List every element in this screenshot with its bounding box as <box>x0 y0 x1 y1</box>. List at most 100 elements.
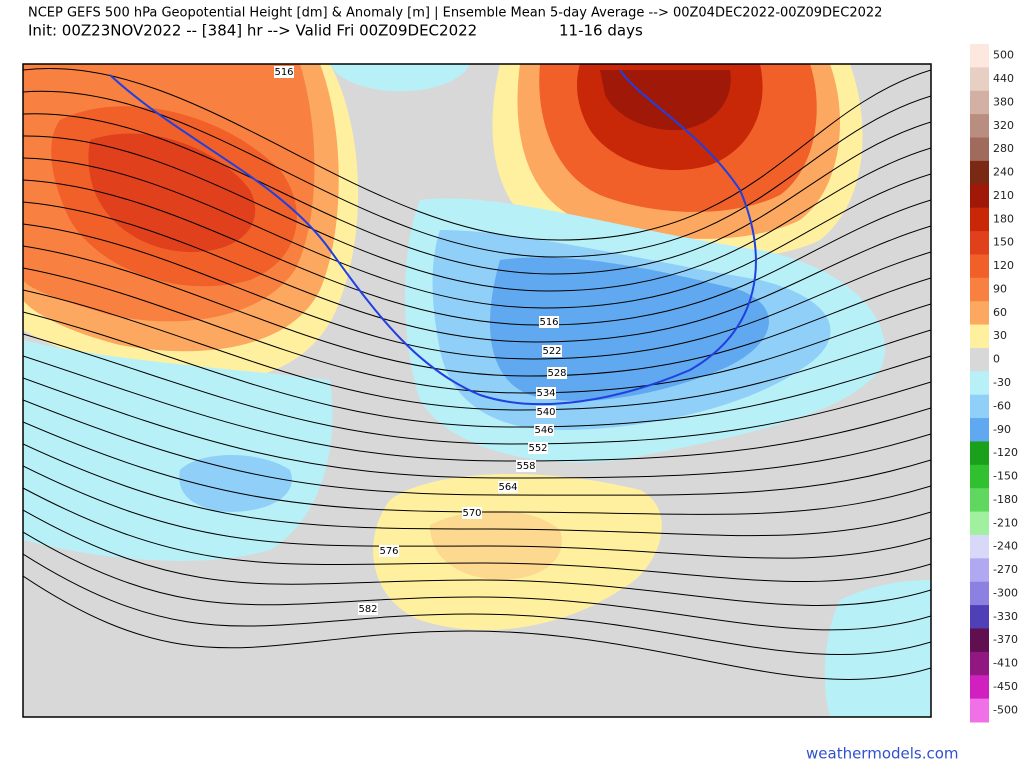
colorbar-label: -370 <box>993 633 1018 646</box>
contour-line <box>23 377 931 479</box>
colorbar-label: -90 <box>993 423 1011 436</box>
anomaly-positive <box>88 133 256 252</box>
map-frame <box>22 63 932 718</box>
contour-label-box <box>528 442 548 454</box>
colorbar-label: -450 <box>993 680 1018 693</box>
climatology-contour <box>109 69 757 406</box>
contour-label: 540 <box>536 407 555 418</box>
contour-label-box <box>462 507 482 519</box>
colorbar-swatch <box>970 394 989 419</box>
colorbar-swatch <box>970 184 989 209</box>
colorbar: 500 440 380 320 280 240 210 180 150 120 90 60 30 0 -30… <box>970 44 1018 723</box>
contour-line <box>23 68 931 241</box>
colorbar-label: 380 <box>993 95 1014 108</box>
contour-label: 570 <box>462 508 481 519</box>
colorbar-label: 60 <box>993 306 1007 319</box>
colorbar-swatch <box>970 534 989 559</box>
contour-label-box <box>536 406 556 418</box>
colorbar-swatch <box>970 137 989 162</box>
colorbar-swatch <box>970 441 989 466</box>
contour-label-box <box>516 460 536 472</box>
subtitle: Init: 00Z23NOV2022 -- [384] hr --> Valid… <box>28 22 477 40</box>
colorbar-label: -300 <box>993 586 1018 599</box>
contour-line <box>23 531 931 631</box>
contour-line <box>23 311 931 428</box>
map: 516 516 522 528 534 540 546 552 558 564 570 576 582 <box>23 64 931 717</box>
contour-label: 516 <box>274 67 293 78</box>
contour-line <box>23 245 931 377</box>
contour-label: 546 <box>534 425 553 436</box>
colorbar-label: -410 <box>993 657 1018 670</box>
colorbar-swatch <box>970 581 989 606</box>
contour-label-box <box>358 603 378 615</box>
colorbar-swatch <box>970 651 989 676</box>
contour-line <box>23 509 931 606</box>
contour-label-box <box>539 316 559 328</box>
contour-label: 522 <box>542 346 561 357</box>
contour-line <box>23 443 931 537</box>
contour-label: 558 <box>516 461 535 472</box>
contour-line <box>23 223 931 360</box>
colorbar-swatch <box>970 160 989 185</box>
colorbar-swatch <box>970 418 989 442</box>
colorbar-swatch <box>970 628 989 653</box>
contour-label-box <box>536 387 556 399</box>
colorbar-label: 320 <box>993 119 1014 132</box>
contour-line <box>23 201 931 343</box>
colorbar-swatch <box>970 44 989 68</box>
colorbar-label: -60 <box>993 399 1011 412</box>
title: NCEP GEFS 500 hPa Geopotential Height [d… <box>28 6 882 21</box>
colorbar-label: 120 <box>993 259 1014 272</box>
contour-label: 552 <box>528 443 547 454</box>
colorbar-swatch <box>970 114 989 139</box>
contour-line <box>23 267 931 394</box>
colorbar-label: 280 <box>993 142 1014 155</box>
contour-label-box <box>498 481 518 493</box>
contour-label: 576 <box>379 546 398 557</box>
colorbar-label: -330 <box>993 610 1018 623</box>
colorbar-label: -30 <box>993 376 1011 389</box>
colorbar-label: 210 <box>993 189 1014 202</box>
contour-line <box>23 553 931 656</box>
contour-line <box>23 487 931 583</box>
contour-label-box <box>547 367 567 379</box>
colorbar-label: 500 <box>993 49 1014 62</box>
contour-line <box>23 135 931 292</box>
contour-line <box>23 289 931 411</box>
contour-line <box>23 399 931 496</box>
colorbar-swatch <box>970 464 989 489</box>
contour-label: 528 <box>547 368 566 379</box>
contour-label-box <box>379 545 399 557</box>
contour-line <box>23 90 931 258</box>
contour-line <box>23 421 931 515</box>
anomaly-negative <box>330 64 470 92</box>
colorbar-label: -500 <box>993 703 1018 716</box>
contour-line <box>23 575 931 680</box>
colorbar-label: 150 <box>993 236 1014 249</box>
contour-label: 534 <box>536 388 555 399</box>
contour-label: 564 <box>498 482 517 493</box>
colorbar-label: -180 <box>993 493 1018 506</box>
colorbar-swatch <box>970 371 989 396</box>
colorbar-label: -270 <box>993 563 1018 576</box>
contour-line <box>23 465 931 559</box>
colorbar-swatch <box>970 605 989 629</box>
colorbar-label: 440 <box>993 72 1014 85</box>
colorbar-swatch <box>970 67 989 92</box>
colorbar-label: -150 <box>993 470 1018 483</box>
colorbar-label: 180 <box>993 212 1014 225</box>
colorbar-swatch <box>970 254 989 279</box>
height-contours <box>23 68 931 680</box>
colorbar-label: 30 <box>993 329 1007 342</box>
contour-labels: 516 516 522 528 534 540 546 552 558 564 570 576 582 <box>274 66 567 615</box>
colorbar-swatch <box>970 90 989 115</box>
anomaly-negative <box>824 580 931 717</box>
colorbar-swatch <box>970 558 989 583</box>
colorbar-swatch <box>970 324 989 349</box>
colorbar-label: -120 <box>993 446 1018 459</box>
colorbar-swatch <box>970 675 989 700</box>
colorbar-label: 90 <box>993 282 1007 295</box>
colorbar-label: 240 <box>993 166 1014 179</box>
